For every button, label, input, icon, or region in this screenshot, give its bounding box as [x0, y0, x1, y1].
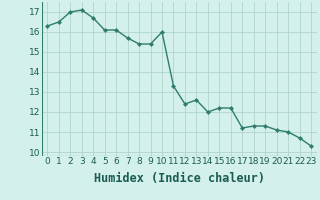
X-axis label: Humidex (Indice chaleur): Humidex (Indice chaleur) — [94, 172, 265, 185]
